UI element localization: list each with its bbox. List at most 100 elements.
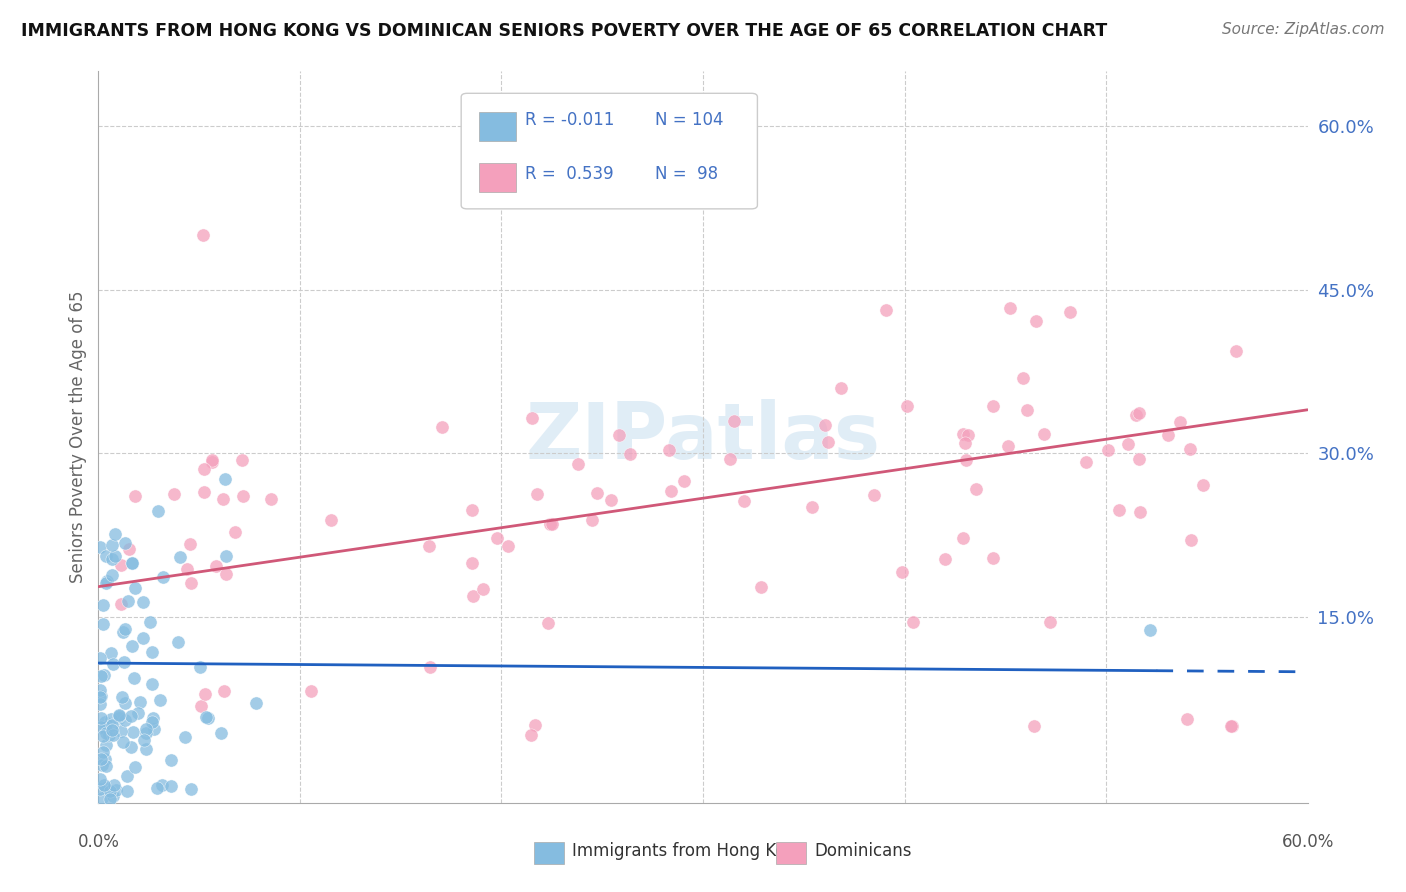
Point [110, 723, 132, 738]
Point [101, 728, 124, 742]
Point [94, 726, 117, 740]
Bar [479, 112, 516, 141]
Point [890, 566, 912, 580]
Point [114, 696, 136, 710]
Point [997, 438, 1019, 452]
Point [214, 549, 236, 563]
Point [1033, 427, 1056, 442]
Point [461, 503, 484, 517]
Point [209, 726, 232, 740]
Point [934, 552, 956, 566]
Point [112, 625, 135, 640]
Point [94, 549, 117, 564]
Point [245, 696, 267, 710]
Point [581, 513, 603, 527]
Point [115, 769, 138, 783]
Point [148, 503, 170, 517]
Point [91, 757, 114, 772]
Point [103, 527, 125, 541]
Point [114, 622, 136, 636]
Point [212, 491, 235, 506]
Bar [534, 842, 564, 864]
Point [1074, 455, 1097, 469]
Point [952, 531, 974, 545]
Point [89, 540, 111, 554]
Point [122, 671, 145, 685]
Bar [479, 163, 516, 192]
Point [110, 558, 132, 572]
Point [89, 697, 111, 711]
Point [124, 581, 146, 595]
Point [619, 447, 641, 461]
Point [152, 778, 174, 792]
Point [519, 728, 541, 742]
Point [432, 420, 454, 434]
Point [193, 228, 215, 243]
Point [89, 683, 111, 698]
Point [132, 733, 155, 747]
Point [90, 711, 112, 725]
FancyBboxPatch shape [461, 94, 758, 209]
Point [115, 784, 138, 798]
Text: IMMIGRANTS FROM HONG KONG VS DOMINICAN SENIORS POVERTY OVER THE AGE OF 65 CORREL: IMMIGRANTS FROM HONG KONG VS DOMINICAN S… [21, 22, 1108, 40]
Point [112, 735, 135, 749]
Point [166, 635, 188, 649]
Text: Immigrants from Hong Kong: Immigrants from Hong Kong [572, 842, 807, 860]
Point [121, 557, 143, 571]
Point [101, 657, 124, 672]
Point [955, 453, 977, 467]
Point [89, 781, 111, 796]
Point [540, 516, 562, 531]
Point [801, 500, 824, 514]
Point [215, 567, 238, 582]
Point [103, 778, 125, 792]
Text: 60.0%: 60.0% [1281, 833, 1334, 851]
Point [135, 742, 157, 756]
Point [89, 772, 111, 786]
Point [141, 677, 163, 691]
Point [96, 781, 118, 796]
Point [1025, 313, 1047, 327]
Point [956, 428, 979, 442]
Point [120, 739, 142, 754]
Point [231, 453, 253, 467]
Point [953, 435, 976, 450]
Point [132, 631, 155, 645]
Point [817, 434, 839, 449]
Point [1012, 371, 1035, 385]
Y-axis label: Seniors Poverty Over the Age of 65: Seniors Poverty Over the Age of 65 [69, 291, 87, 583]
Point [419, 659, 441, 673]
Point [143, 722, 166, 736]
Point [201, 453, 224, 467]
Point [121, 709, 143, 723]
Point [114, 536, 136, 550]
Point [212, 684, 235, 698]
Point [197, 711, 219, 725]
Point [124, 489, 146, 503]
Point [114, 713, 136, 727]
Point [89, 690, 111, 705]
Point [586, 485, 609, 500]
Point [1220, 719, 1243, 733]
Point [195, 709, 218, 723]
Point [89, 650, 111, 665]
Point [260, 491, 283, 506]
Point [98, 728, 121, 742]
Point [100, 712, 122, 726]
Point [299, 684, 322, 698]
Point [418, 539, 440, 553]
Point [461, 589, 484, 603]
Point [205, 558, 228, 573]
Point [110, 690, 132, 705]
Point [567, 457, 589, 471]
Point [90, 720, 112, 734]
Point [132, 595, 155, 609]
Point [193, 461, 215, 475]
Point [723, 414, 745, 428]
Point [896, 399, 918, 413]
Point [100, 538, 122, 552]
Point [179, 537, 201, 551]
Point [523, 717, 546, 731]
Point [718, 452, 741, 467]
Point [112, 655, 135, 669]
